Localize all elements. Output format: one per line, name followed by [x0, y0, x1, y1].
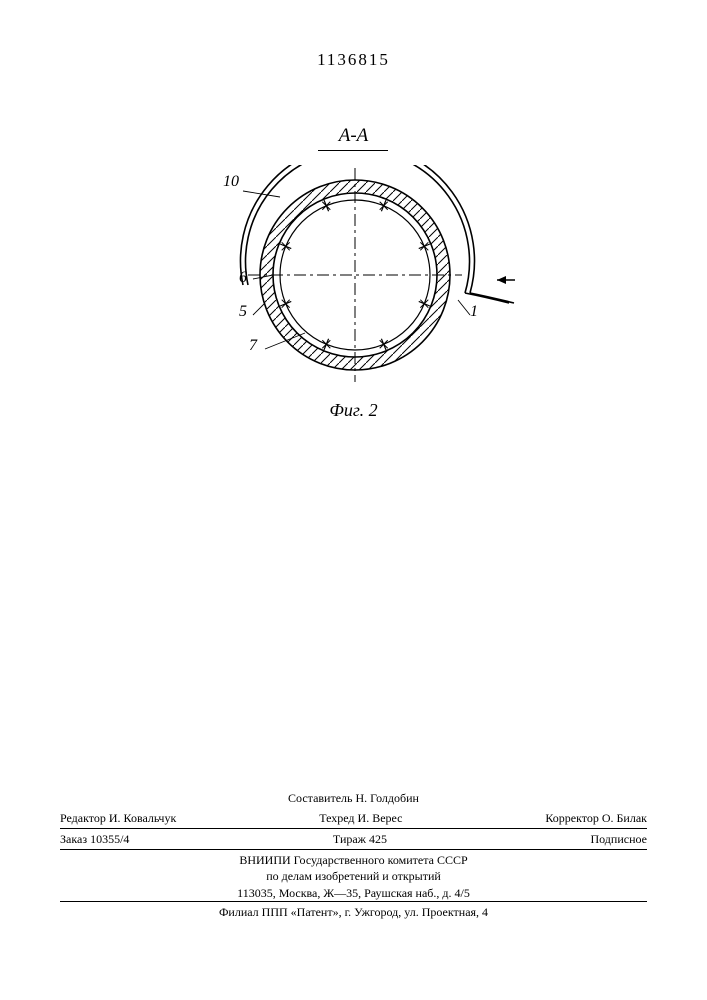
order-label: Заказ [60, 832, 87, 846]
colophon-block: Составитель Н. Голдобин Редактор И. Кова… [60, 790, 647, 920]
address-1: 113035, Москва, Ж—35, Раушская наб., д. … [60, 885, 647, 901]
subscription: Подписное [590, 831, 647, 847]
techred-name: И. Верес [358, 811, 403, 825]
editor-label: Редактор [60, 811, 106, 825]
section-underline [318, 150, 388, 151]
org-line-2: по делам изобретений и открытий [60, 868, 647, 884]
document-number: 1136815 [0, 50, 707, 70]
figure-diagram: 10 6 5 7 1 [195, 165, 515, 415]
corrector-label: Корректор [545, 811, 599, 825]
compiler-line: Составитель Н. Голдобин [60, 790, 647, 806]
org-line-1: ВНИИПИ Государственного комитета СССР [60, 849, 647, 868]
figure-caption: Фиг. 2 [0, 400, 707, 421]
editor-name: И. Ковальчук [109, 811, 176, 825]
corrector-name: О. Билак [602, 811, 647, 825]
address-2: Филиал ППП «Патент», г. Ужгород, ул. Про… [60, 901, 647, 920]
printrun-label: Тираж [333, 832, 366, 846]
section-label: А-А [0, 125, 707, 147]
ref-num-6: 6 [239, 269, 247, 287]
ref-num-5: 5 [239, 303, 247, 321]
ref-num-7: 7 [249, 337, 257, 355]
ref-num-10: 10 [223, 173, 239, 191]
order-row: Заказ 10355/4 Тираж 425 Подписное [60, 828, 647, 847]
compiler-label: Составитель [288, 791, 352, 805]
compiler-name: Н. Голдобин [356, 791, 419, 805]
printrun-value: 425 [369, 832, 387, 846]
techred-label: Техред [319, 811, 354, 825]
editors-row: Редактор И. Ковальчук Техред И. Верес Ко… [60, 808, 647, 826]
ref-num-1: 1 [470, 303, 478, 321]
order-value: 10355/4 [90, 832, 129, 846]
